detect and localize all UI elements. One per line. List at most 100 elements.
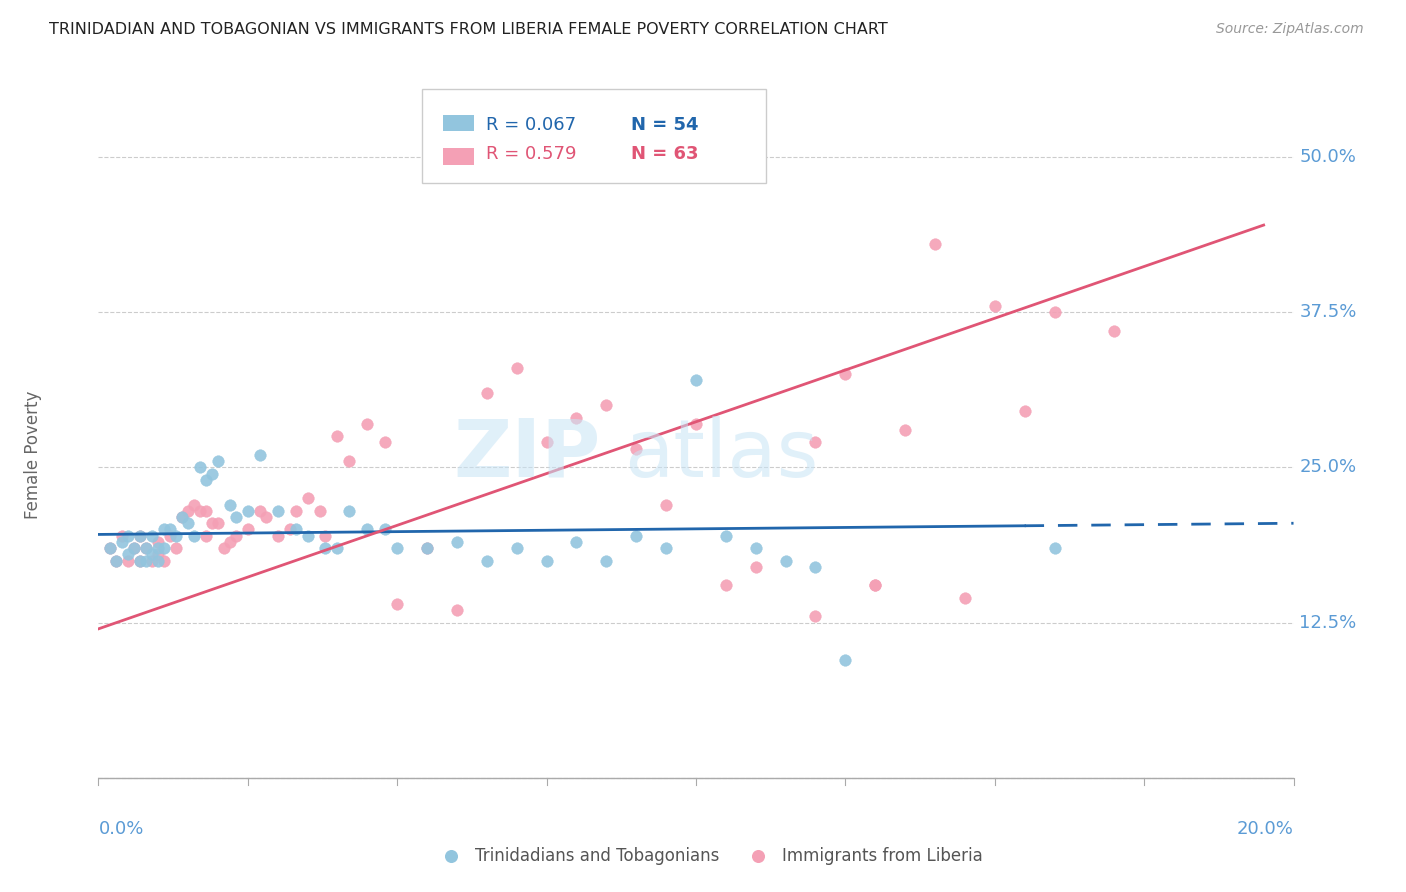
- Point: [135, 541, 157, 555]
- Point: [141, 553, 163, 567]
- Point: [236, 523, 259, 537]
- Point: [159, 529, 181, 543]
- Point: [356, 417, 378, 431]
- Text: Trinidadians and Tobagonians: Trinidadians and Tobagonians: [475, 847, 720, 865]
- Bar: [443, 148, 474, 165]
- Point: [207, 516, 229, 531]
- Point: [219, 534, 242, 549]
- Text: ZIP: ZIP: [453, 416, 600, 494]
- Point: [385, 541, 409, 555]
- Point: [536, 553, 558, 567]
- Point: [201, 467, 224, 481]
- Point: [141, 529, 163, 543]
- Point: [565, 534, 588, 549]
- Point: [219, 498, 242, 512]
- Point: [624, 442, 647, 456]
- Point: [565, 410, 588, 425]
- Point: [655, 541, 678, 555]
- Point: [714, 578, 737, 592]
- Point: [834, 367, 856, 381]
- Point: [105, 553, 128, 567]
- Point: [953, 591, 976, 605]
- Point: [194, 529, 218, 543]
- Point: [225, 510, 247, 524]
- Point: [506, 541, 529, 555]
- Point: [834, 653, 856, 667]
- Point: [249, 504, 271, 518]
- Point: [153, 553, 176, 567]
- Point: [894, 423, 917, 437]
- Point: [249, 448, 271, 462]
- Point: [267, 529, 290, 543]
- Point: [685, 373, 707, 387]
- Point: [135, 541, 157, 555]
- Point: [326, 541, 349, 555]
- Point: [124, 541, 146, 555]
- Point: [278, 523, 301, 537]
- Point: [117, 547, 139, 561]
- Point: [111, 529, 134, 543]
- Point: [177, 504, 200, 518]
- Point: [747, 849, 769, 863]
- Point: [183, 498, 205, 512]
- Point: [111, 534, 134, 549]
- Text: 25.0%: 25.0%: [1299, 458, 1357, 476]
- Point: [129, 553, 152, 567]
- Point: [141, 547, 163, 561]
- Point: [267, 504, 290, 518]
- Point: [356, 523, 378, 537]
- Point: [446, 603, 468, 617]
- Point: [308, 504, 330, 518]
- Point: [284, 504, 307, 518]
- Point: [254, 510, 277, 524]
- Point: [117, 553, 139, 567]
- Point: [165, 541, 187, 555]
- Point: [385, 597, 409, 611]
- Point: [124, 541, 146, 555]
- Point: [536, 435, 558, 450]
- Point: [865, 578, 887, 592]
- Text: R = 0.579: R = 0.579: [486, 145, 576, 163]
- Point: [165, 529, 187, 543]
- Point: [183, 529, 205, 543]
- Text: TRINIDADIAN AND TOBAGONIAN VS IMMIGRANTS FROM LIBERIA FEMALE POVERTY CORRELATION: TRINIDADIAN AND TOBAGONIAN VS IMMIGRANTS…: [49, 22, 889, 37]
- Point: [416, 541, 439, 555]
- Point: [188, 504, 211, 518]
- Point: [135, 553, 157, 567]
- Text: R = 0.067: R = 0.067: [486, 116, 576, 134]
- Point: [804, 559, 827, 574]
- Point: [374, 435, 396, 450]
- Point: [98, 541, 122, 555]
- Text: 20.0%: 20.0%: [1237, 820, 1294, 838]
- Point: [1104, 324, 1126, 338]
- Point: [315, 529, 337, 543]
- Point: [655, 498, 678, 512]
- Point: [804, 609, 827, 624]
- Text: Female Poverty: Female Poverty: [24, 391, 42, 519]
- Point: [416, 541, 439, 555]
- Point: [236, 504, 259, 518]
- Point: [714, 529, 737, 543]
- Point: [98, 541, 122, 555]
- Point: [284, 523, 307, 537]
- Point: [804, 435, 827, 450]
- Point: [188, 460, 211, 475]
- Text: N = 63: N = 63: [631, 145, 699, 163]
- Point: [148, 534, 170, 549]
- Point: [129, 529, 152, 543]
- Point: [339, 504, 360, 518]
- Point: [775, 553, 797, 567]
- Point: [865, 578, 887, 592]
- Point: [326, 429, 349, 443]
- Point: [595, 398, 617, 412]
- Text: Source: ZipAtlas.com: Source: ZipAtlas.com: [1216, 22, 1364, 37]
- Point: [201, 516, 224, 531]
- Point: [194, 473, 218, 487]
- Text: 50.0%: 50.0%: [1299, 148, 1357, 166]
- Text: N = 54: N = 54: [631, 116, 699, 134]
- Text: 12.5%: 12.5%: [1299, 614, 1357, 632]
- Point: [297, 491, 319, 506]
- Point: [595, 553, 617, 567]
- Point: [924, 236, 946, 251]
- Point: [297, 529, 319, 543]
